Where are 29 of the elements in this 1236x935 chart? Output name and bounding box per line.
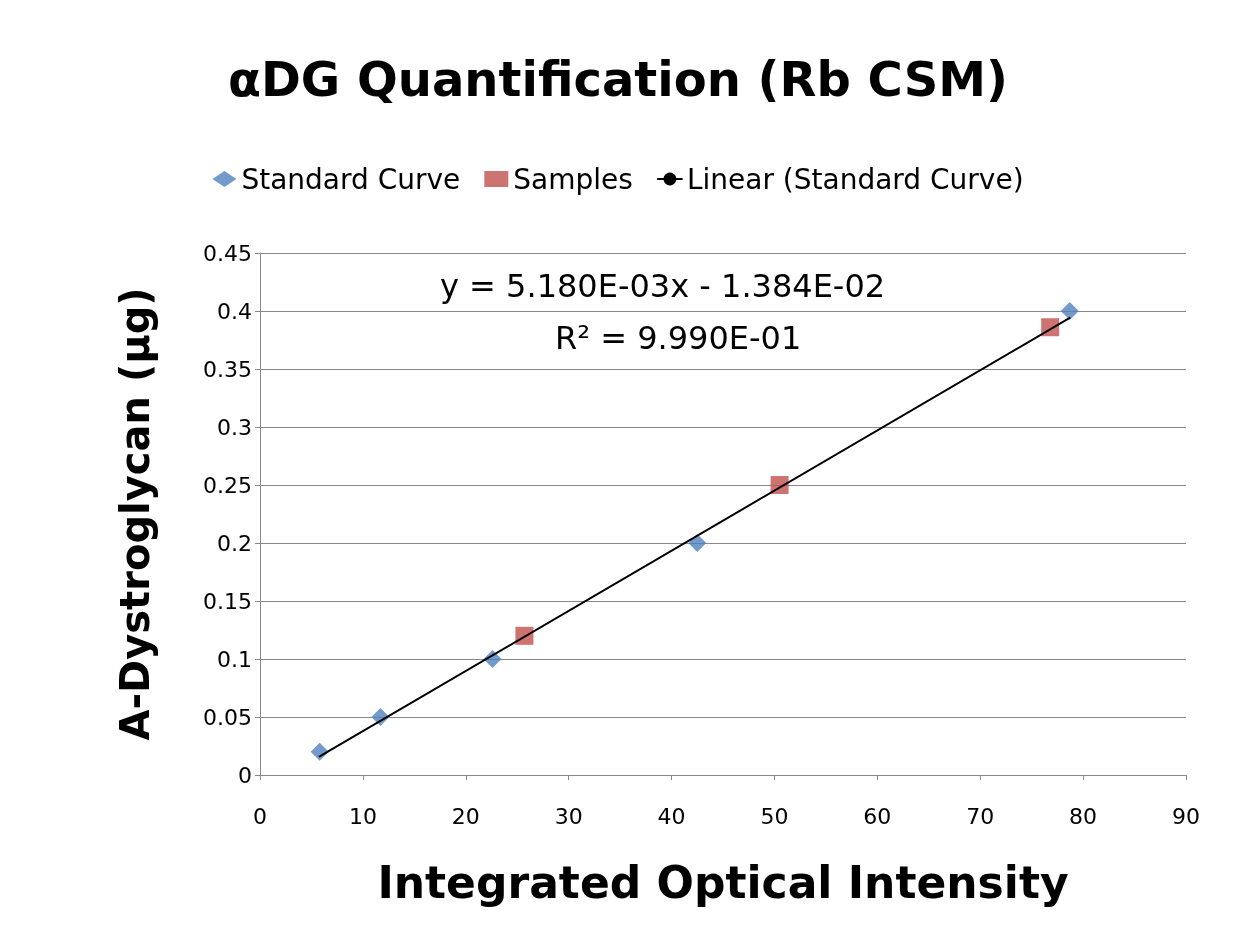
x-tick-label: 80: [1069, 803, 1098, 829]
y-tick-label: 0.4: [217, 298, 252, 324]
legend-label: Linear (Standard Curve): [686, 162, 1024, 196]
point: [1060, 302, 1079, 320]
x-tick-label: 30: [554, 803, 583, 829]
legend-label: Samples: [513, 162, 633, 196]
y-tick-label: 0.45: [203, 240, 252, 266]
x-tick-label: 10: [348, 803, 377, 829]
x-tick-label: 70: [966, 803, 995, 829]
annotation: R² = 9.990E-01: [555, 319, 802, 357]
y-tick-label: 0.15: [203, 588, 252, 614]
y-tick-label: 0.35: [203, 356, 252, 382]
legend-label: Standard Curve: [241, 162, 461, 196]
chart-title: αDG Quantification (Rb CSM): [228, 51, 1008, 107]
x-tick-label: 90: [1172, 803, 1200, 829]
y-tick-label: 0.25: [203, 472, 252, 498]
x-axis-title: Integrated Optical Intensity: [377, 856, 1069, 908]
x-tick-label: 60: [863, 803, 892, 829]
y-tick-label: 0.3: [217, 414, 252, 440]
x-tick-label: 20: [451, 803, 480, 829]
y-tick-label: 0.2: [217, 530, 252, 556]
point: [688, 534, 707, 552]
annotation: y = 5.180E-03x - 1.384E-02: [440, 267, 886, 305]
x-tick-label: 50: [760, 803, 789, 829]
y-axis-title: A-Dystroglycan (µg): [112, 287, 158, 741]
y-tick-label: 0.05: [203, 704, 252, 730]
y-tick-label: 0.1: [217, 646, 252, 672]
x-tick-label: 40: [657, 803, 686, 829]
y-tick-label: 0: [238, 762, 252, 788]
